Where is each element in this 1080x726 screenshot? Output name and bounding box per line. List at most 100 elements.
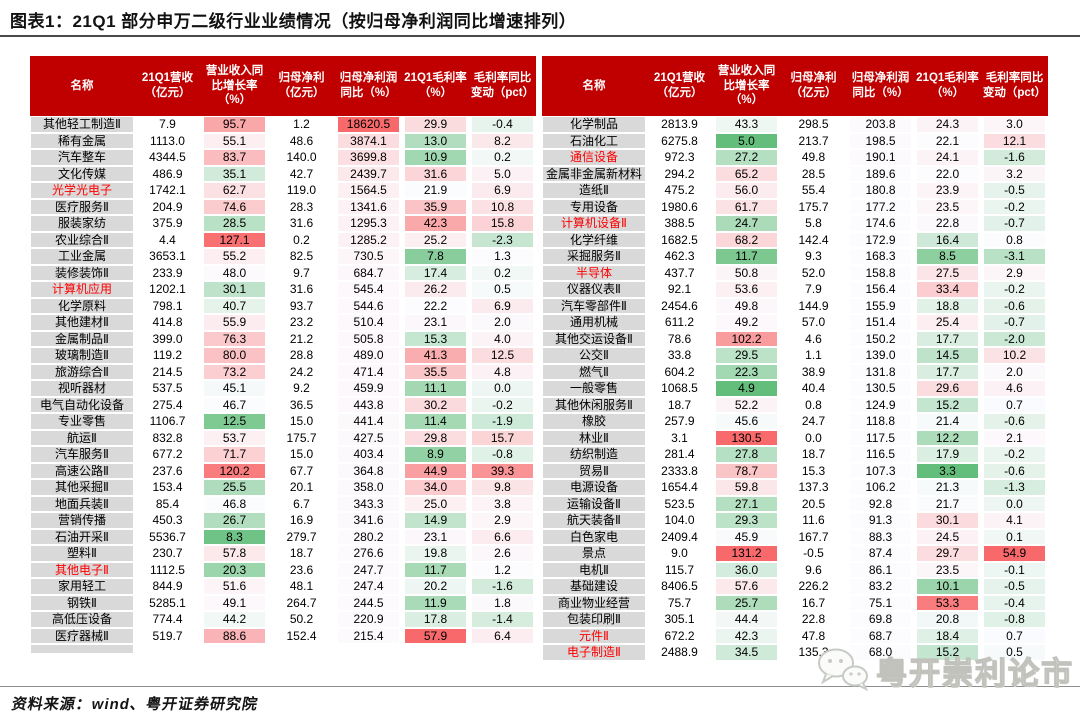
value-cell: 17.8 xyxy=(402,611,469,628)
value-cell: -0.6 xyxy=(981,462,1048,479)
value-cell: 82.5 xyxy=(268,248,335,265)
table-row: 钢铁Ⅱ 5285.1 49.1 264.7 244.5 11.9 1.8 xyxy=(30,594,536,611)
table-row: 通用机械 611.2 49.2 57.0 151.4 25.4 -0.7 xyxy=(542,314,1048,331)
value-cell: 5.0 xyxy=(713,132,780,149)
value-cell: 54.9 xyxy=(981,545,1048,562)
table-row: 金属制品Ⅱ 399.0 76.3 21.2 505.8 15.3 4.0 xyxy=(30,330,536,347)
industry-name-cell: 景点 xyxy=(542,545,646,562)
industry-name-cell xyxy=(30,644,134,653)
value-cell: 1285.2 xyxy=(335,231,402,248)
value-cell: 25.7 xyxy=(713,594,780,611)
value-cell: 30.2 xyxy=(402,396,469,413)
value-cell: 8.3 xyxy=(201,528,268,545)
value-cell: 280.2 xyxy=(335,528,402,545)
column-header: 毛利率同比变动（pct） xyxy=(469,56,536,116)
value-cell: 35.5 xyxy=(402,363,469,380)
industry-name-cell: 纺织制造 xyxy=(542,446,646,463)
value-cell: 24.1 xyxy=(914,149,981,166)
value-cell: 21.4 xyxy=(914,413,981,430)
value-cell: 78.7 xyxy=(713,462,780,479)
value-cell: 22.2 xyxy=(402,297,469,314)
left-table-wrapper: 名称 21Q1营收（亿元） 营业收入同比增长率（%） 归母净利（亿元） 归母净利润同比（… xyxy=(30,56,536,653)
value-cell: 15.0 xyxy=(268,413,335,430)
value-cell: 68.0 xyxy=(847,644,914,661)
industry-name-cell: 地面兵装Ⅱ xyxy=(30,495,134,512)
value-cell: 0.5 xyxy=(981,644,1048,661)
value-cell: 2454.6 xyxy=(646,297,713,314)
value-cell: 441.4 xyxy=(335,413,402,430)
value-cell: 1.2 xyxy=(469,561,536,578)
value-cell: 537.5 xyxy=(134,380,201,397)
value-cell: 798.1 xyxy=(134,297,201,314)
value-cell: 65.2 xyxy=(713,165,780,182)
value-cell: -0.2 xyxy=(981,281,1048,298)
table-row: 化学制品 2813.9 43.3 298.5 203.8 24.3 3.0 xyxy=(542,116,1048,133)
industry-name-cell: 专业零售 xyxy=(30,413,134,430)
value-cell: 47.8 xyxy=(780,627,847,644)
value-cell: 214.5 xyxy=(134,363,201,380)
value-cell: -0.7 xyxy=(981,215,1048,232)
industry-name-cell: 其他采掘Ⅱ xyxy=(30,479,134,496)
value-cell: 237.6 xyxy=(134,462,201,479)
table-row: 采掘服务Ⅱ 462.3 11.7 9.3 168.3 8.5 -3.1 xyxy=(542,248,1048,265)
column-header: 归母净利（亿元） xyxy=(268,56,335,116)
value-cell: 23.2 xyxy=(268,314,335,331)
value-cell: 92.1 xyxy=(646,281,713,298)
industry-name-cell: 公交Ⅱ xyxy=(542,347,646,364)
tables-container: 名称 21Q1营收（亿元） 营业收入同比增长率（%） 归母净利（亿元） 归母净利润同比（… xyxy=(30,56,1048,661)
table-row: 电气自动化设备 275.4 46.7 36.5 443.8 30.2 -0.2 xyxy=(30,396,536,413)
value-cell: 76.3 xyxy=(201,330,268,347)
value-cell: 3874.1 xyxy=(335,132,402,149)
value-cell: 41.3 xyxy=(402,347,469,364)
industry-name-cell: 工业金属 xyxy=(30,248,134,265)
table-row: 白色家电 2409.4 45.9 167.7 88.3 24.5 0.1 xyxy=(542,528,1048,545)
value-cell: 46.7 xyxy=(201,396,268,413)
value-cell: 55.9 xyxy=(201,314,268,331)
value-cell: -1.6 xyxy=(469,578,536,595)
table-row: 半导体 437.7 50.8 52.0 158.8 27.5 2.9 xyxy=(542,264,1048,281)
value-cell: 1682.5 xyxy=(646,231,713,248)
industry-name-cell: 电子制造Ⅱ xyxy=(542,644,646,661)
table-row: 服装家纺 375.9 28.5 31.6 1295.3 42.3 15.8 xyxy=(30,215,536,232)
value-cell: 14.5 xyxy=(914,347,981,364)
value-cell: 24.7 xyxy=(780,413,847,430)
right-table-wrapper: 名称 21Q1营收（亿元） 营业收入同比增长率（%） 归母净利（亿元） 归母净利润同比（… xyxy=(542,56,1048,661)
value-cell: -1.3 xyxy=(981,479,1048,496)
table-row: 航天装备Ⅱ 104.0 29.3 11.6 91.3 30.1 4.1 xyxy=(542,512,1048,529)
value-cell xyxy=(469,644,536,653)
table-row: 其他电子Ⅱ 1112.5 20.3 23.6 247.7 11.7 1.2 xyxy=(30,561,536,578)
value-cell: 279.7 xyxy=(268,528,335,545)
value-cell: 62.7 xyxy=(201,182,268,199)
value-cell: 204.9 xyxy=(134,198,201,215)
table-row: 医疗器械Ⅱ 519.7 88.6 152.4 215.4 57.9 6.4 xyxy=(30,627,536,644)
value-cell: 45.6 xyxy=(713,413,780,430)
table-row: 金属非金属新材料 294.2 65.2 28.5 189.6 22.0 3.2 xyxy=(542,165,1048,182)
value-cell: 55.2 xyxy=(201,248,268,265)
value-cell: 131.2 xyxy=(713,545,780,562)
industry-name-cell: 包装印刷Ⅱ xyxy=(542,611,646,628)
value-cell: 1106.7 xyxy=(134,413,201,430)
value-cell: 364.8 xyxy=(335,462,402,479)
column-header: 归母净利润同比（%） xyxy=(335,56,402,116)
value-cell: 38.9 xyxy=(780,363,847,380)
industry-name-cell: 其他电子Ⅱ xyxy=(30,561,134,578)
value-cell: 15.0 xyxy=(268,446,335,463)
value-cell: 117.5 xyxy=(847,429,914,446)
value-cell: 52.2 xyxy=(713,396,780,413)
value-cell: 53.7 xyxy=(201,429,268,446)
value-cell: 1564.5 xyxy=(335,182,402,199)
table-row: 医疗服务Ⅱ 204.9 74.6 28.3 1341.6 35.9 10.8 xyxy=(30,198,536,215)
value-cell: 5536.7 xyxy=(134,528,201,545)
value-cell: 16.9 xyxy=(268,512,335,529)
table-row: 农业综合Ⅱ 4.4 127.1 0.2 1285.2 25.2 -2.3 xyxy=(30,231,536,248)
value-cell: 120.2 xyxy=(201,462,268,479)
value-cell: 343.3 xyxy=(335,495,402,512)
table-row: 基础建设 8406.5 57.6 226.2 83.2 10.1 -0.5 xyxy=(542,578,1048,595)
value-cell: -0.5 xyxy=(981,578,1048,595)
value-cell: 48.1 xyxy=(268,578,335,595)
value-cell: 119.2 xyxy=(134,347,201,364)
value-cell: 0.2 xyxy=(268,231,335,248)
value-cell: 23.5 xyxy=(914,561,981,578)
header-row: 名称 21Q1营收（亿元） 营业收入同比增长率（%） 归母净利（亿元） 归母净利润同比（… xyxy=(542,56,1048,116)
value-cell: 22.0 xyxy=(914,165,981,182)
